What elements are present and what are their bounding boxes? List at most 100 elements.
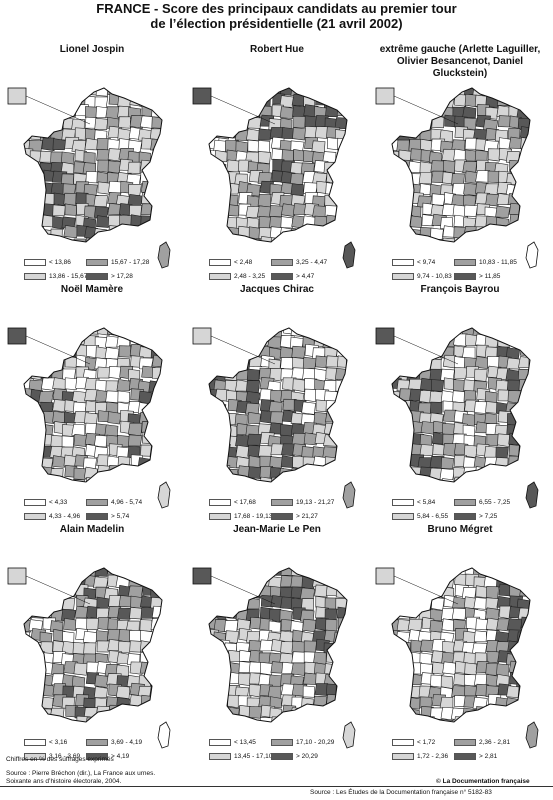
department-region [94, 674, 110, 688]
department-region [343, 88, 347, 98]
department-region [64, 568, 78, 576]
department-region [292, 127, 307, 141]
department-region [398, 356, 412, 370]
department-region [24, 595, 35, 610]
department-region [224, 328, 237, 339]
department-region [392, 410, 402, 424]
department-region [238, 568, 252, 575]
department-region [24, 708, 31, 722]
department-region [529, 608, 530, 622]
department-region [529, 389, 530, 401]
department-region [529, 400, 530, 413]
department-region [392, 399, 402, 412]
legend-label: 5,84 - 6,55 [417, 513, 449, 520]
department-region [128, 434, 143, 447]
legend-swatch [454, 753, 476, 760]
department-region [392, 661, 402, 675]
department-region [508, 660, 525, 674]
corsica [157, 721, 171, 749]
department-region [82, 630, 98, 644]
department-region [93, 479, 107, 482]
legend-label: < 2,48 [234, 259, 253, 266]
department-region [290, 707, 305, 720]
department-region [24, 457, 31, 470]
department-region [149, 335, 162, 350]
department-region [292, 378, 306, 393]
department-region [24, 695, 32, 709]
department-region [407, 477, 422, 482]
department-region [226, 596, 240, 610]
legend-item: > 11,85 [454, 272, 500, 281]
legend-swatch [24, 513, 46, 520]
department-region [527, 380, 530, 395]
department-region [118, 328, 132, 336]
department-region [61, 96, 76, 108]
department-region [336, 192, 347, 205]
department-region [519, 193, 530, 205]
department-region [150, 568, 162, 578]
department-region [528, 88, 530, 98]
legend-swatch [209, 499, 231, 506]
department-region [259, 717, 273, 722]
department-region [257, 194, 272, 208]
department-region [531, 433, 544, 446]
department-region [118, 716, 133, 722]
department-region [216, 115, 229, 128]
legend-swatch [86, 513, 108, 520]
department-region [337, 617, 347, 630]
department-region [431, 379, 445, 392]
department-region [52, 455, 66, 468]
department-region [24, 475, 34, 482]
department-region [235, 477, 251, 482]
department-region [442, 443, 457, 457]
department-region [29, 171, 43, 186]
department-region [348, 389, 362, 401]
department-region [213, 674, 229, 688]
department-region [430, 609, 444, 622]
department-region [421, 93, 435, 106]
department-region [24, 402, 32, 415]
department-region [162, 205, 176, 217]
department-region [268, 347, 282, 360]
legend-label: > 5,74 [111, 513, 130, 520]
department-region [419, 238, 433, 242]
france-outline [208, 327, 348, 483]
department-region [345, 328, 347, 338]
department-region [345, 468, 347, 481]
department-region [336, 411, 347, 426]
department-region [150, 651, 162, 664]
department-region [29, 718, 42, 722]
department-region [161, 137, 162, 151]
legend-item: > 5,74 [86, 512, 129, 521]
department-region [52, 377, 66, 390]
map-panel: Jacques Chirac < 17,68 17,68 - 19,13 19,13 … [187, 284, 367, 536]
department-region [209, 355, 220, 368]
department-region [151, 605, 162, 619]
legend-item: 3,16 - 3,69 [24, 752, 80, 761]
department-region [237, 333, 252, 346]
paris-inset-leader [393, 335, 459, 365]
department-region [270, 476, 285, 482]
department-region [302, 356, 317, 370]
department-region [348, 684, 362, 697]
department-region [419, 477, 433, 482]
department-region [312, 477, 327, 482]
department-region [407, 618, 423, 631]
department-region [49, 96, 63, 109]
department-region [529, 117, 530, 130]
department-region [159, 391, 162, 404]
department-region [301, 446, 314, 458]
department-region [118, 568, 133, 575]
department-region [41, 355, 57, 370]
department-region [487, 650, 500, 664]
department-region [164, 595, 176, 606]
paris-inset [7, 327, 27, 345]
department-region [454, 356, 466, 369]
department-region [73, 467, 88, 481]
department-region [349, 192, 361, 204]
map-panel: Alain Madelin < 3,16 3,16 - 3,69 3,69 - 4,1… [2, 524, 182, 776]
legend-item: 6,55 - 7,25 [454, 498, 510, 507]
department-region [247, 328, 262, 337]
legend-swatch [392, 753, 414, 760]
legend-swatch [209, 753, 231, 760]
